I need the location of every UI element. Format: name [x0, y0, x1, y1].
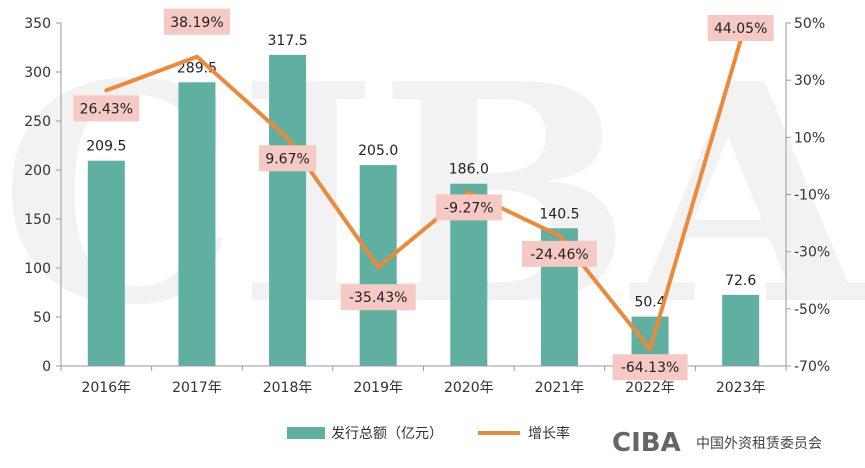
pct-label: 38.19%: [164, 9, 230, 35]
pct-label: -35.43%: [341, 284, 416, 310]
bar: [178, 82, 215, 366]
pct-label-text: -24.46%: [530, 247, 588, 263]
pct-label: -24.46%: [522, 241, 597, 267]
y-right-tick-label: -30%: [794, 245, 830, 261]
y-left-tick-label: 50: [33, 310, 51, 326]
y-left-tick-label: 250: [24, 114, 51, 130]
y-left-tick-label: 300: [24, 65, 51, 81]
y-right-tick-label: -70%: [794, 359, 830, 375]
y-left-tick-label: 150: [24, 212, 51, 228]
y-left-tick-label: 350: [24, 16, 51, 32]
logo-mark: CIBA: [612, 428, 681, 458]
pct-label-text: -64.13%: [621, 360, 679, 376]
y-right-tick-label: 30%: [794, 73, 825, 89]
legend-bar-swatch: [287, 427, 325, 439]
y-right-tick-label: -10%: [794, 188, 830, 204]
bar-value-label: 317.5: [268, 33, 308, 49]
pct-label: 26.43%: [73, 95, 139, 121]
x-tick-label: 2022年: [625, 380, 675, 396]
bar-value-label: 140.5: [539, 206, 579, 222]
x-tick-label: 2019年: [353, 380, 403, 396]
bar-value-label: 72.6: [725, 273, 756, 289]
bar: [269, 55, 306, 366]
pct-label: 44.05%: [708, 15, 774, 41]
pct-label-text: -35.43%: [349, 290, 407, 306]
logo: CIBA 中国外资租赁委员会: [612, 428, 822, 458]
bar-value-label: 205.0: [358, 143, 398, 159]
legend-bar-label: 发行总额（亿元）: [331, 426, 443, 442]
x-tick-label: 2017年: [172, 380, 222, 396]
pct-label-text: 38.19%: [170, 15, 223, 31]
pct-label: -64.13%: [613, 354, 688, 380]
logo-text: 中国外资租赁委员会: [696, 436, 822, 452]
x-tick-label: 2016年: [81, 380, 131, 396]
bar-value-label: 209.5: [86, 139, 126, 155]
pct-label: -9.27%: [436, 194, 502, 220]
y-right-tick-label: 50%: [794, 16, 825, 32]
legend: 发行总额（亿元） 增长率: [287, 425, 570, 442]
pct-label-text: 44.05%: [714, 21, 767, 37]
y-right-tick-label: -50%: [794, 302, 830, 318]
bar: [722, 295, 759, 366]
pct-label-text: 26.43%: [80, 101, 133, 117]
legend-line-label: 增长率: [528, 425, 570, 442]
x-tick-label: 2020年: [444, 380, 494, 396]
pct-label: 9.67%: [259, 145, 316, 171]
bar: [88, 161, 125, 366]
y-left-tick-label: 100: [24, 261, 51, 277]
pct-label-text: -9.27%: [444, 200, 494, 216]
pct-label-text: 9.67%: [265, 151, 309, 167]
x-tick-label: 2023年: [716, 380, 766, 396]
y-right-tick-label: 10%: [794, 130, 825, 146]
y-left-tick-label: 200: [24, 163, 51, 179]
bar-value-label: 186.0: [449, 162, 489, 178]
x-tick-label: 2021年: [535, 380, 585, 396]
y-left-tick-label: 0: [42, 359, 51, 375]
x-tick-label: 2018年: [263, 380, 313, 396]
